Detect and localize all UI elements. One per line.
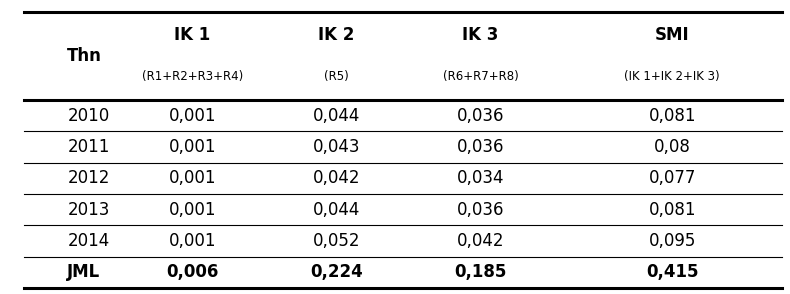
Text: 2013: 2013 bbox=[67, 201, 110, 219]
Text: (R6+R7+R8): (R6+R7+R8) bbox=[442, 70, 518, 83]
Text: JML: JML bbox=[67, 263, 100, 281]
Text: 0,081: 0,081 bbox=[649, 107, 696, 125]
Text: 0,043: 0,043 bbox=[313, 138, 360, 156]
Text: 2012: 2012 bbox=[67, 169, 110, 187]
Text: 0,081: 0,081 bbox=[649, 201, 696, 219]
Text: 2011: 2011 bbox=[67, 138, 110, 156]
Text: 0,036: 0,036 bbox=[457, 201, 504, 219]
Text: 0,036: 0,036 bbox=[457, 138, 504, 156]
Text: 0,001: 0,001 bbox=[169, 169, 216, 187]
Text: 0,042: 0,042 bbox=[457, 232, 504, 250]
Text: SMI: SMI bbox=[655, 26, 690, 44]
Text: (R5): (R5) bbox=[324, 70, 349, 83]
Text: 2010: 2010 bbox=[67, 107, 110, 125]
Text: 0,001: 0,001 bbox=[169, 107, 216, 125]
Text: 0,185: 0,185 bbox=[454, 263, 507, 281]
Text: 0,044: 0,044 bbox=[313, 201, 360, 219]
Text: (IK 1+IK 2+IK 3): (IK 1+IK 2+IK 3) bbox=[624, 70, 720, 83]
Text: 0,044: 0,044 bbox=[313, 107, 360, 125]
Text: 0,042: 0,042 bbox=[313, 169, 360, 187]
Text: IK 3: IK 3 bbox=[462, 26, 498, 44]
Text: 0,001: 0,001 bbox=[169, 138, 216, 156]
Text: 0,052: 0,052 bbox=[313, 232, 360, 250]
Text: (R1+R2+R3+R4): (R1+R2+R3+R4) bbox=[142, 70, 243, 83]
Text: 0,006: 0,006 bbox=[166, 263, 219, 281]
Text: 0,224: 0,224 bbox=[310, 263, 363, 281]
Text: 2014: 2014 bbox=[67, 232, 110, 250]
Text: 0,08: 0,08 bbox=[653, 138, 690, 156]
Text: 0,001: 0,001 bbox=[169, 201, 216, 219]
Text: 0,001: 0,001 bbox=[169, 232, 216, 250]
Text: Thn: Thn bbox=[67, 47, 102, 65]
Text: 0,077: 0,077 bbox=[649, 169, 696, 187]
Text: 0,036: 0,036 bbox=[457, 107, 504, 125]
Text: 0,034: 0,034 bbox=[457, 169, 504, 187]
Text: IK 1: IK 1 bbox=[175, 26, 211, 44]
Text: 0,415: 0,415 bbox=[646, 263, 698, 281]
Text: IK 2: IK 2 bbox=[318, 26, 355, 44]
Text: 0,095: 0,095 bbox=[649, 232, 696, 250]
